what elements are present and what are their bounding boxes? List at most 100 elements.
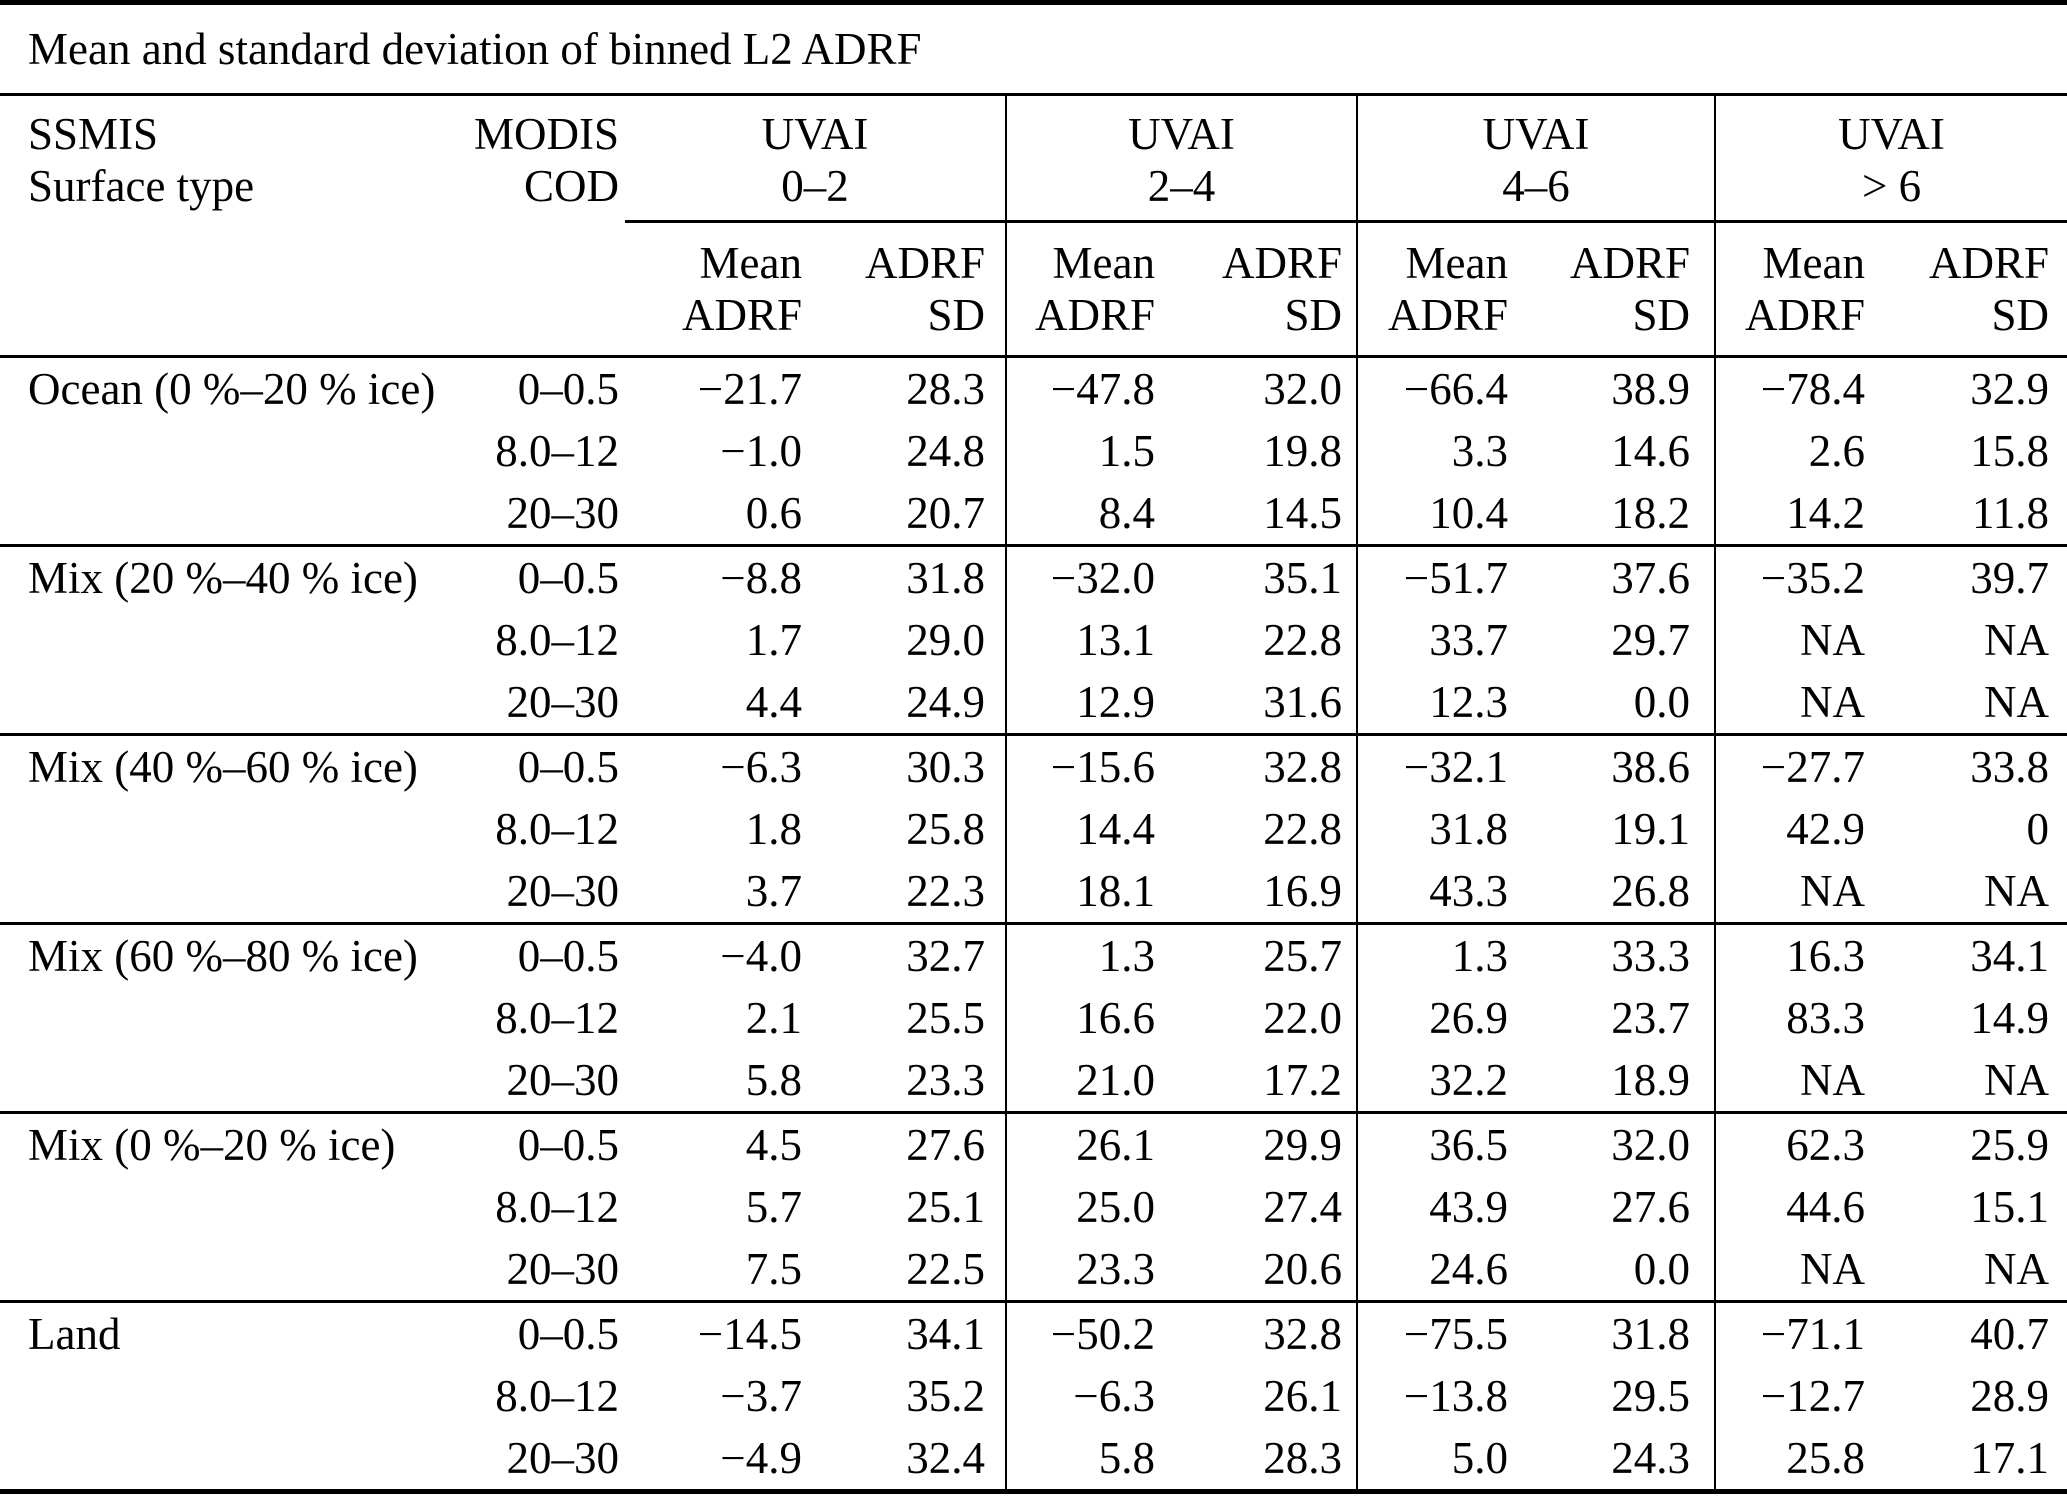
table-row: 20–30 3.7 22.3 18.1 16.9 43.3 26.8 NA NA xyxy=(0,860,2067,922)
surface-type-cell xyxy=(0,1049,465,1111)
adrf-sd-cell: 20.6 xyxy=(1263,1244,1342,1294)
mean-adrf-cell: 83.3 xyxy=(1714,987,1868,1049)
rule xyxy=(0,732,2067,736)
mean-adrf-cell: −6.3 xyxy=(720,742,802,792)
adrf-sd-cell: 27.6 xyxy=(1611,1182,1690,1232)
subheader-adrf-sd: ADRF SD xyxy=(1868,222,2067,356)
header-uvai-2-4: UVAI 2–4 xyxy=(1005,94,1357,220)
adrf-sd-cell: 35.2 xyxy=(906,1371,985,1421)
subheader-line-1: ADRF xyxy=(1569,238,1690,288)
adrf-sd-cell: 37.6 xyxy=(1611,553,1690,603)
mean-adrf-cell: NA xyxy=(1714,671,1868,733)
mean-adrf-cell: 26.1 xyxy=(1005,1112,1158,1176)
table-row: 8.0–12 2.1 25.5 16.6 22.0 26.9 23.7 83.3… xyxy=(0,987,2067,1049)
mean-adrf-cell: 25.8 xyxy=(1714,1427,1868,1492)
adrf-sd-cell: 16.9 xyxy=(1263,866,1342,916)
adrf-sd-cell: 38.6 xyxy=(1611,742,1690,792)
mean-adrf-cell: −75.5 xyxy=(1356,1301,1511,1365)
table-row: Land 0–0.5 −14.5 34.1 −50.2 32.8 −75.5 3… xyxy=(0,1301,2067,1365)
cod-cell: 8.0–12 xyxy=(495,1182,619,1232)
adrf-sd-cell: 18.2 xyxy=(1611,488,1690,538)
subheader-mean-adrf: Mean ADRF xyxy=(625,222,805,356)
table-title: Mean and standard deviation of binned L2… xyxy=(0,2,2067,96)
surface-type-cell xyxy=(0,609,465,671)
mean-adrf-cell: 5.0 xyxy=(1356,1427,1511,1492)
subheader-mean-adrf: Mean ADRF xyxy=(1714,221,1868,355)
surface-type-cell xyxy=(0,987,465,1049)
subheader-line-1: Mean xyxy=(1762,238,1865,288)
mean-adrf-cell: 0.6 xyxy=(745,488,802,538)
subheader-line-2: SD xyxy=(1632,290,1690,340)
mean-adrf-cell: 10.4 xyxy=(1356,482,1511,544)
adrf-sd-cell: 20.7 xyxy=(906,488,985,538)
mean-adrf-cell: 16.6 xyxy=(1005,987,1158,1049)
adrf-sd-cell: 0.0 xyxy=(1633,1244,1690,1294)
subheader-line-2: SD xyxy=(1991,290,2050,340)
header-line-2: 2–4 xyxy=(1147,161,1216,211)
mean-adrf-cell: NA xyxy=(1714,609,1868,671)
cod-cell: 20–30 xyxy=(506,1244,620,1294)
adrf-sd-cell: 22.0 xyxy=(1263,993,1342,1043)
adrf-sd-cell: 0 xyxy=(2026,804,2050,854)
header-modis-cod: MODIS COD xyxy=(465,95,625,221)
table-row: 20–30 4.4 24.9 12.9 31.6 12.3 0.0 NA NA xyxy=(0,671,2067,733)
surface-type-cell xyxy=(0,1365,465,1427)
mean-adrf-cell: 2.1 xyxy=(745,993,802,1043)
mean-adrf-cell: 7.5 xyxy=(745,1244,802,1294)
mean-adrf-cell: −6.3 xyxy=(1005,1365,1158,1427)
mean-adrf-cell: −3.7 xyxy=(720,1371,802,1421)
adrf-sd-cell: 11.8 xyxy=(1971,488,2050,538)
subheader-line-2: SD xyxy=(1284,290,1342,340)
adrf-sd-cell: 14.9 xyxy=(1970,993,2050,1043)
mean-adrf-cell: 24.6 xyxy=(1356,1238,1511,1300)
mean-adrf-cell: 1.7 xyxy=(745,615,802,665)
mean-adrf-cell: 43.3 xyxy=(1356,860,1511,922)
mean-adrf-cell: −8.8 xyxy=(720,553,802,603)
table-row: 20–30 7.5 22.5 23.3 20.6 24.6 0.0 NA NA xyxy=(0,1238,2067,1300)
mean-adrf-cell: 2.6 xyxy=(1714,420,1868,482)
mean-adrf-cell: −32.0 xyxy=(1005,545,1158,609)
surface-type-cell xyxy=(0,482,465,544)
adrf-sd-cell: 22.8 xyxy=(1263,804,1342,854)
header-uvai-gt-6: UVAI > 6 xyxy=(1713,94,2067,220)
table-row: 20–30 0.6 20.7 8.4 14.5 10.4 18.2 14.2 1… xyxy=(0,482,2067,544)
adrf-sd-cell: 32.4 xyxy=(906,1433,985,1483)
mean-adrf-cell: 31.8 xyxy=(1356,798,1511,860)
adrf-sd-cell: 29.7 xyxy=(1611,615,1690,665)
mean-adrf-cell: 3.7 xyxy=(745,866,802,916)
mean-adrf-cell: −27.7 xyxy=(1714,734,1868,798)
mean-adrf-cell: −13.8 xyxy=(1356,1365,1511,1427)
table-row: Ocean (0 %–20 % ice) 0–0.5 −21.7 28.3 −4… xyxy=(0,356,2067,420)
surface-type-cell: Mix (60 %–80 % ice) xyxy=(28,931,418,981)
surface-type-cell xyxy=(0,1176,465,1238)
header-line-2: 0–2 xyxy=(781,161,849,211)
adrf-sd-cell: 15.1 xyxy=(1970,1182,2050,1232)
adrf-sd-cell: 35.1 xyxy=(1263,553,1342,603)
subheader-line-2: ADRF xyxy=(1744,290,1865,340)
subheader-adrf-sd: ADRF SD xyxy=(805,222,1006,356)
cod-cell: 0–0.5 xyxy=(517,1309,619,1359)
mean-adrf-cell: 12.3 xyxy=(1356,671,1511,733)
cod-cell: 20–30 xyxy=(506,866,620,916)
adrf-sd-cell: 32.8 xyxy=(1263,1309,1342,1359)
mean-adrf-cell: 1.3 xyxy=(1005,923,1158,987)
mean-adrf-cell: −78.4 xyxy=(1714,356,1868,420)
adrf-sd-cell: 15.8 xyxy=(1970,426,2050,476)
subheader-line-1: Mean xyxy=(1405,238,1508,288)
cod-cell: 0–0.5 xyxy=(517,364,619,414)
adrf-sd-cell: NA xyxy=(1984,1055,2050,1105)
surface-type-cell: Mix (40 %–60 % ice) xyxy=(28,742,418,792)
cod-cell: 0–0.5 xyxy=(517,742,619,792)
mean-adrf-cell: −1.0 xyxy=(720,426,802,476)
adrf-sd-cell: 18.9 xyxy=(1611,1055,1690,1105)
adrf-sd-cell: 31.8 xyxy=(906,553,985,603)
adrf-sd-cell: 34.1 xyxy=(1970,931,2050,981)
mean-adrf-cell: 25.0 xyxy=(1005,1176,1158,1238)
mean-adrf-cell: −12.7 xyxy=(1714,1365,1868,1427)
rule-line xyxy=(0,1299,2067,1303)
adrf-sd-cell: 32.9 xyxy=(1970,364,2050,414)
adrf-sd-cell: 29.9 xyxy=(1263,1120,1342,1170)
table-row: 8.0–12 5.7 25.1 25.0 27.4 43.9 27.6 44.6… xyxy=(0,1176,2067,1238)
rule xyxy=(0,921,2067,925)
